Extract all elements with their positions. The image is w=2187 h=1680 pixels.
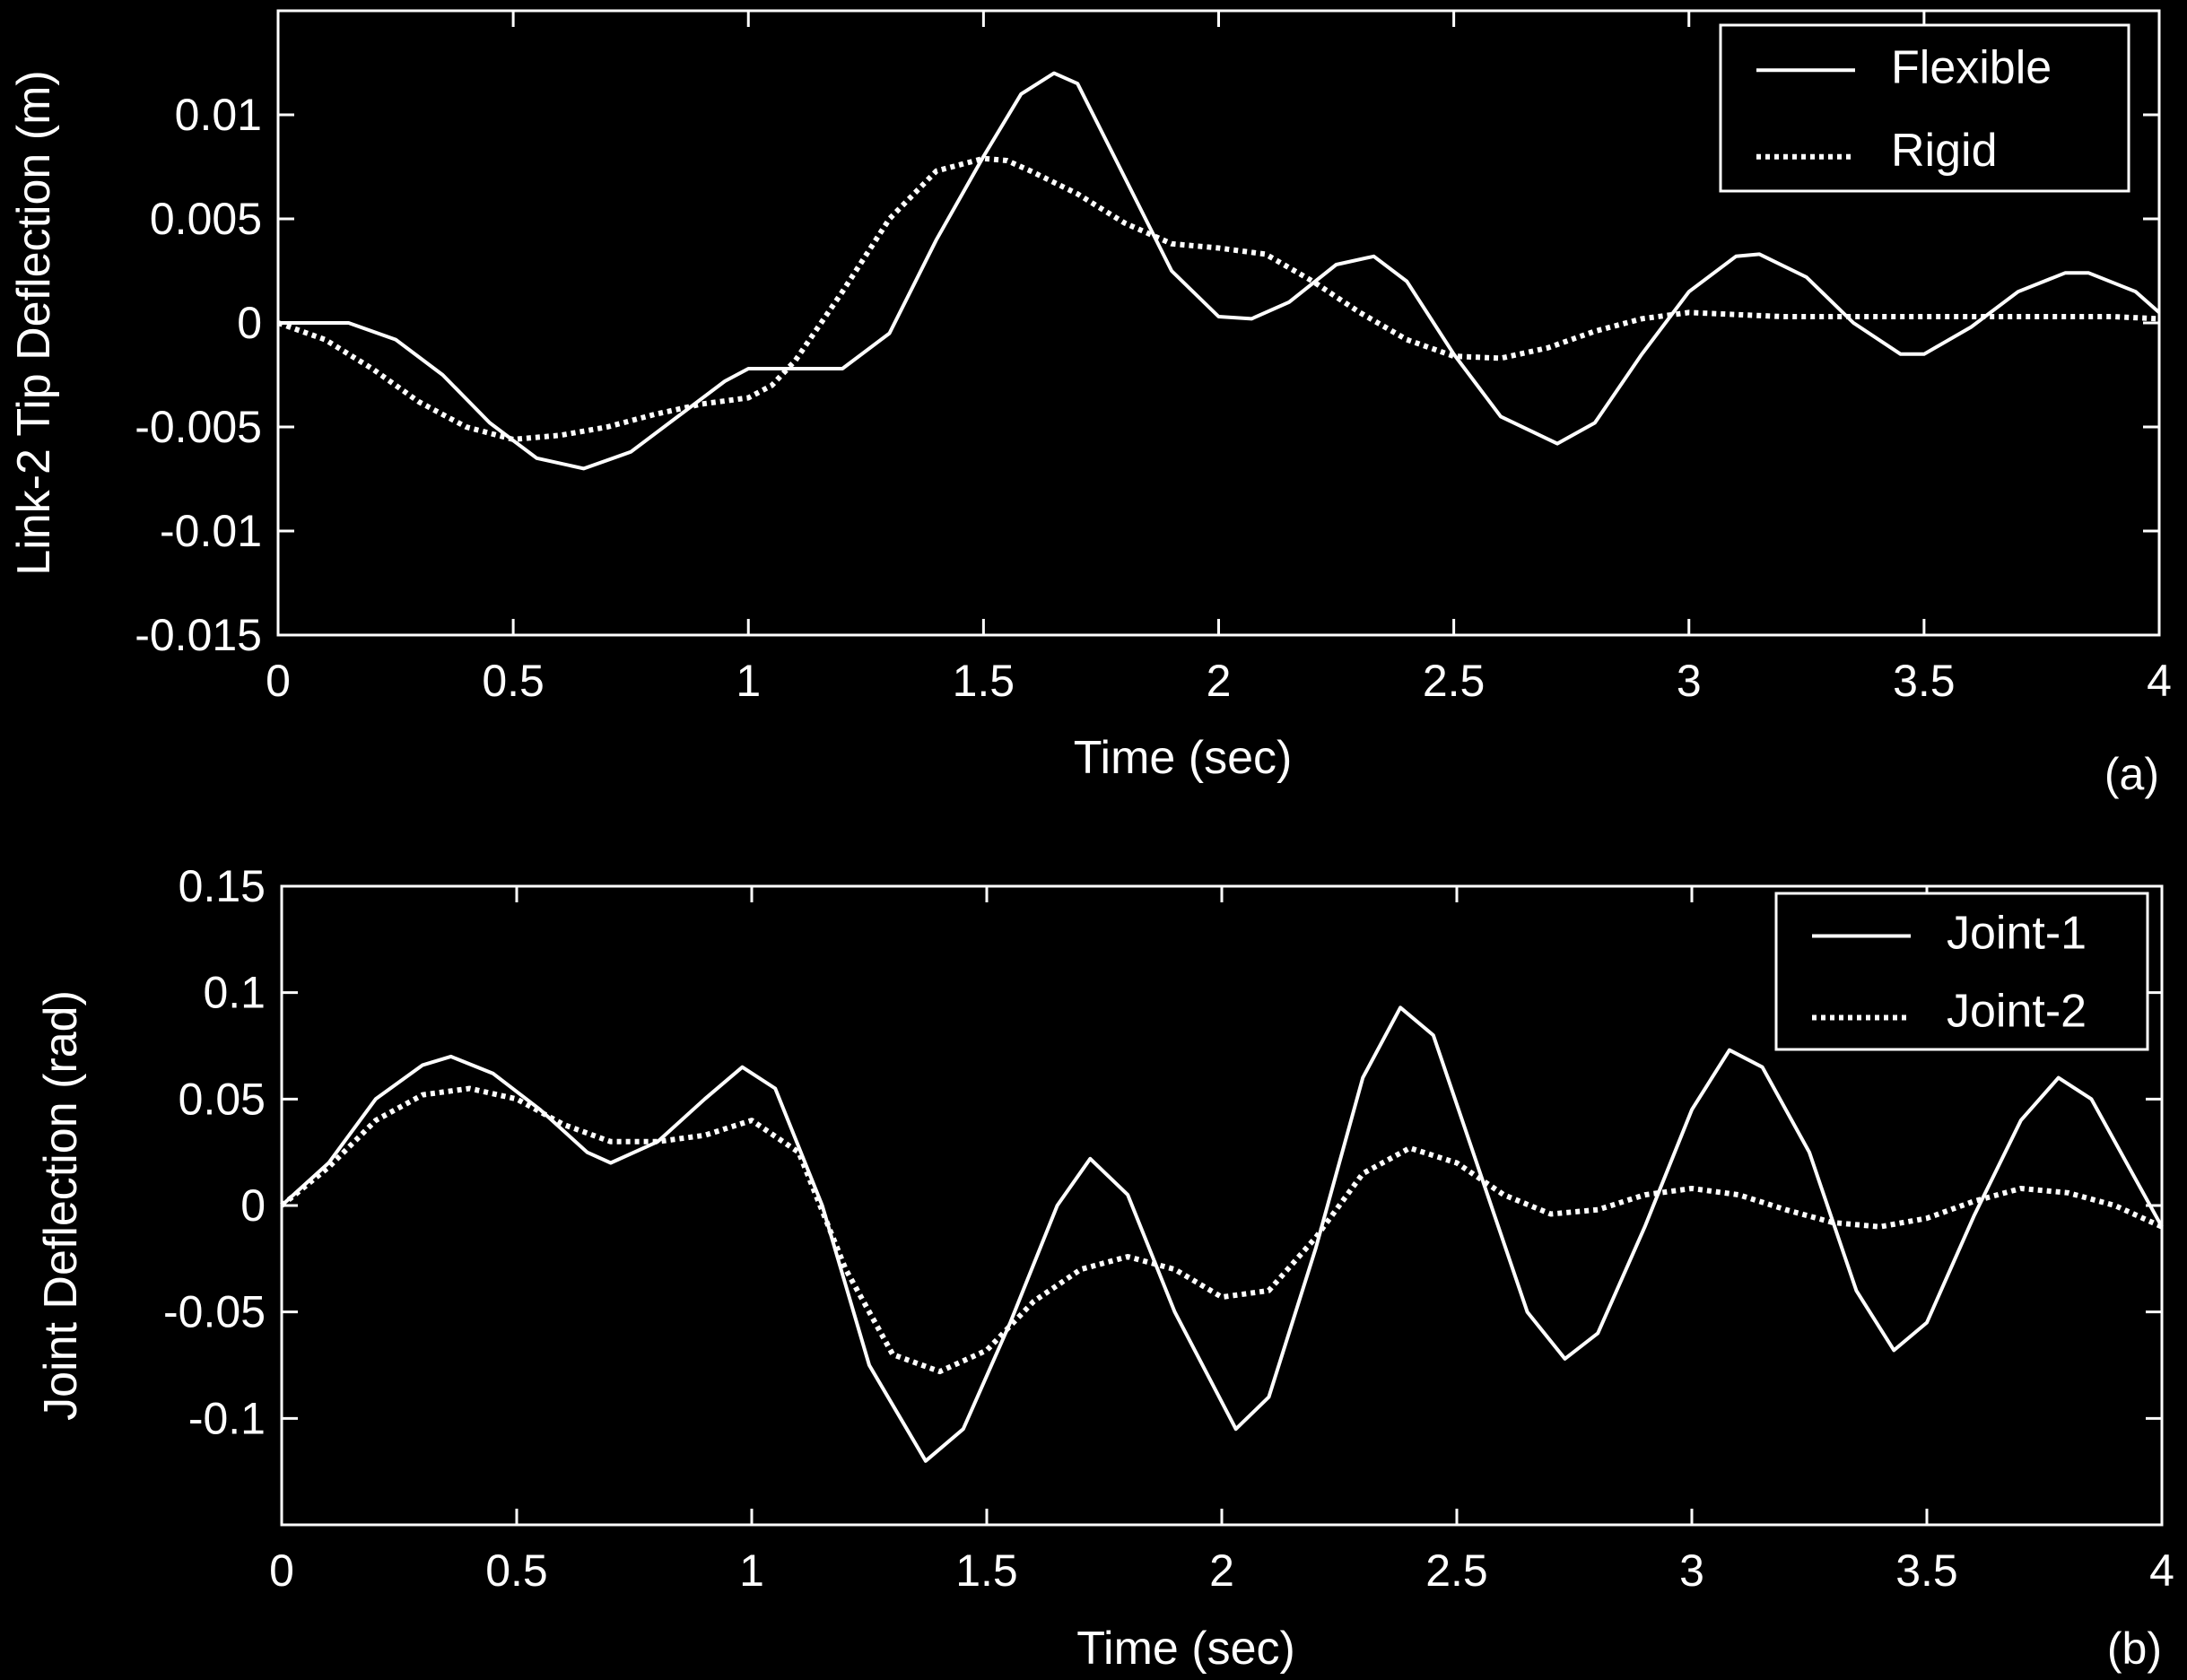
x-tick-label: 4 <box>2149 1545 2174 1596</box>
legend-label-joint-2: Joint-2 <box>1947 986 2087 1038</box>
x-tick-label: 1.5 <box>953 656 1015 706</box>
x-tick-label: 3.5 <box>1895 1545 1958 1596</box>
x-tick-label: 0 <box>269 1545 294 1596</box>
y-tick-label: 0.1 <box>203 968 266 1018</box>
y-tick-label: 0 <box>237 298 262 348</box>
panel-a: -0.015 -0.01 -0.005 0 0.005 0.01 0 0.5 1 1.5 2 2.5… <box>8 9 2172 799</box>
legend-box-a <box>1719 23 2130 193</box>
legend-box-b <box>1774 892 2149 1051</box>
y-ticks-b: -0.1 -0.05 0 0.05 0.1 0.15 <box>163 861 2162 1443</box>
panel-label-b: (b) <box>2107 1623 2162 1674</box>
x-tick-label: 1.5 <box>955 1545 1018 1596</box>
y-axis-label-a: Link-2 Tip Deflection (m) <box>8 70 60 576</box>
y-tick-label: 0.005 <box>150 194 262 244</box>
x-tick-label: 3 <box>1679 1545 1704 1596</box>
x-tick-label: 4 <box>2147 656 2172 706</box>
series-line-rigid <box>276 155 2160 442</box>
y-tick-label: -0.01 <box>160 506 262 556</box>
legend-label-joint-1: Joint-1 <box>1947 908 2087 960</box>
panel-label-a: (a) <box>2104 749 2159 799</box>
series-line-flexible <box>278 71 2161 471</box>
x-tick-label: 1 <box>739 1545 764 1596</box>
y-tick-label: -0.1 <box>188 1393 266 1443</box>
x-tick-label: 3 <box>1677 656 1702 706</box>
series-line-joint-2 <box>280 1085 2164 1375</box>
series-lines-a <box>276 71 2161 471</box>
y-tick-label: 0.05 <box>179 1074 266 1124</box>
x-tick-label: 3.5 <box>1893 656 1956 706</box>
x-ticks-b: 0 0.5 1 1.5 2 2.5 3 3.5 4 <box>269 886 2174 1596</box>
series-lines-b <box>280 1005 2164 1463</box>
legend-b: Joint-1 Joint-2 <box>1774 892 2149 1051</box>
x-tick-label: 0 <box>266 656 291 706</box>
x-tick-label: 2.5 <box>1423 656 1486 706</box>
y-tick-label: -0.015 <box>135 610 262 660</box>
x-tick-label: 2 <box>1209 1545 1234 1596</box>
legend-label-flexible: Flexible <box>1891 41 2052 93</box>
y-tick-label: -0.05 <box>163 1287 266 1337</box>
y-ticks-a: -0.015 -0.01 -0.005 0 0.005 0.01 <box>135 90 2159 660</box>
y-tick-label: 0.15 <box>179 861 266 911</box>
y-tick-label: -0.005 <box>135 402 262 452</box>
legend-a: Flexible Rigid <box>1719 23 2130 193</box>
x-tick-label: 2.5 <box>1425 1545 1488 1596</box>
x-axis-label-a: Time (sec) <box>1074 732 1293 784</box>
x-tick-label: 0.5 <box>482 656 545 706</box>
x-tick-label: 1 <box>736 656 761 706</box>
series-line-joint-1 <box>280 1005 2164 1463</box>
x-tick-label: 0.5 <box>485 1545 548 1596</box>
x-ticks-a: 0 0.5 1 1.5 2 2.5 3 3.5 4 <box>266 11 2172 706</box>
y-tick-label: 0.01 <box>175 90 262 140</box>
y-axis-label-b: Joint Deflection (rad) <box>35 990 87 1421</box>
legend-label-rigid: Rigid <box>1891 125 1998 177</box>
x-axis-label-b: Time (sec) <box>1076 1623 1295 1675</box>
x-tick-label: 2 <box>1207 656 1232 706</box>
y-tick-label: 0 <box>240 1180 266 1231</box>
